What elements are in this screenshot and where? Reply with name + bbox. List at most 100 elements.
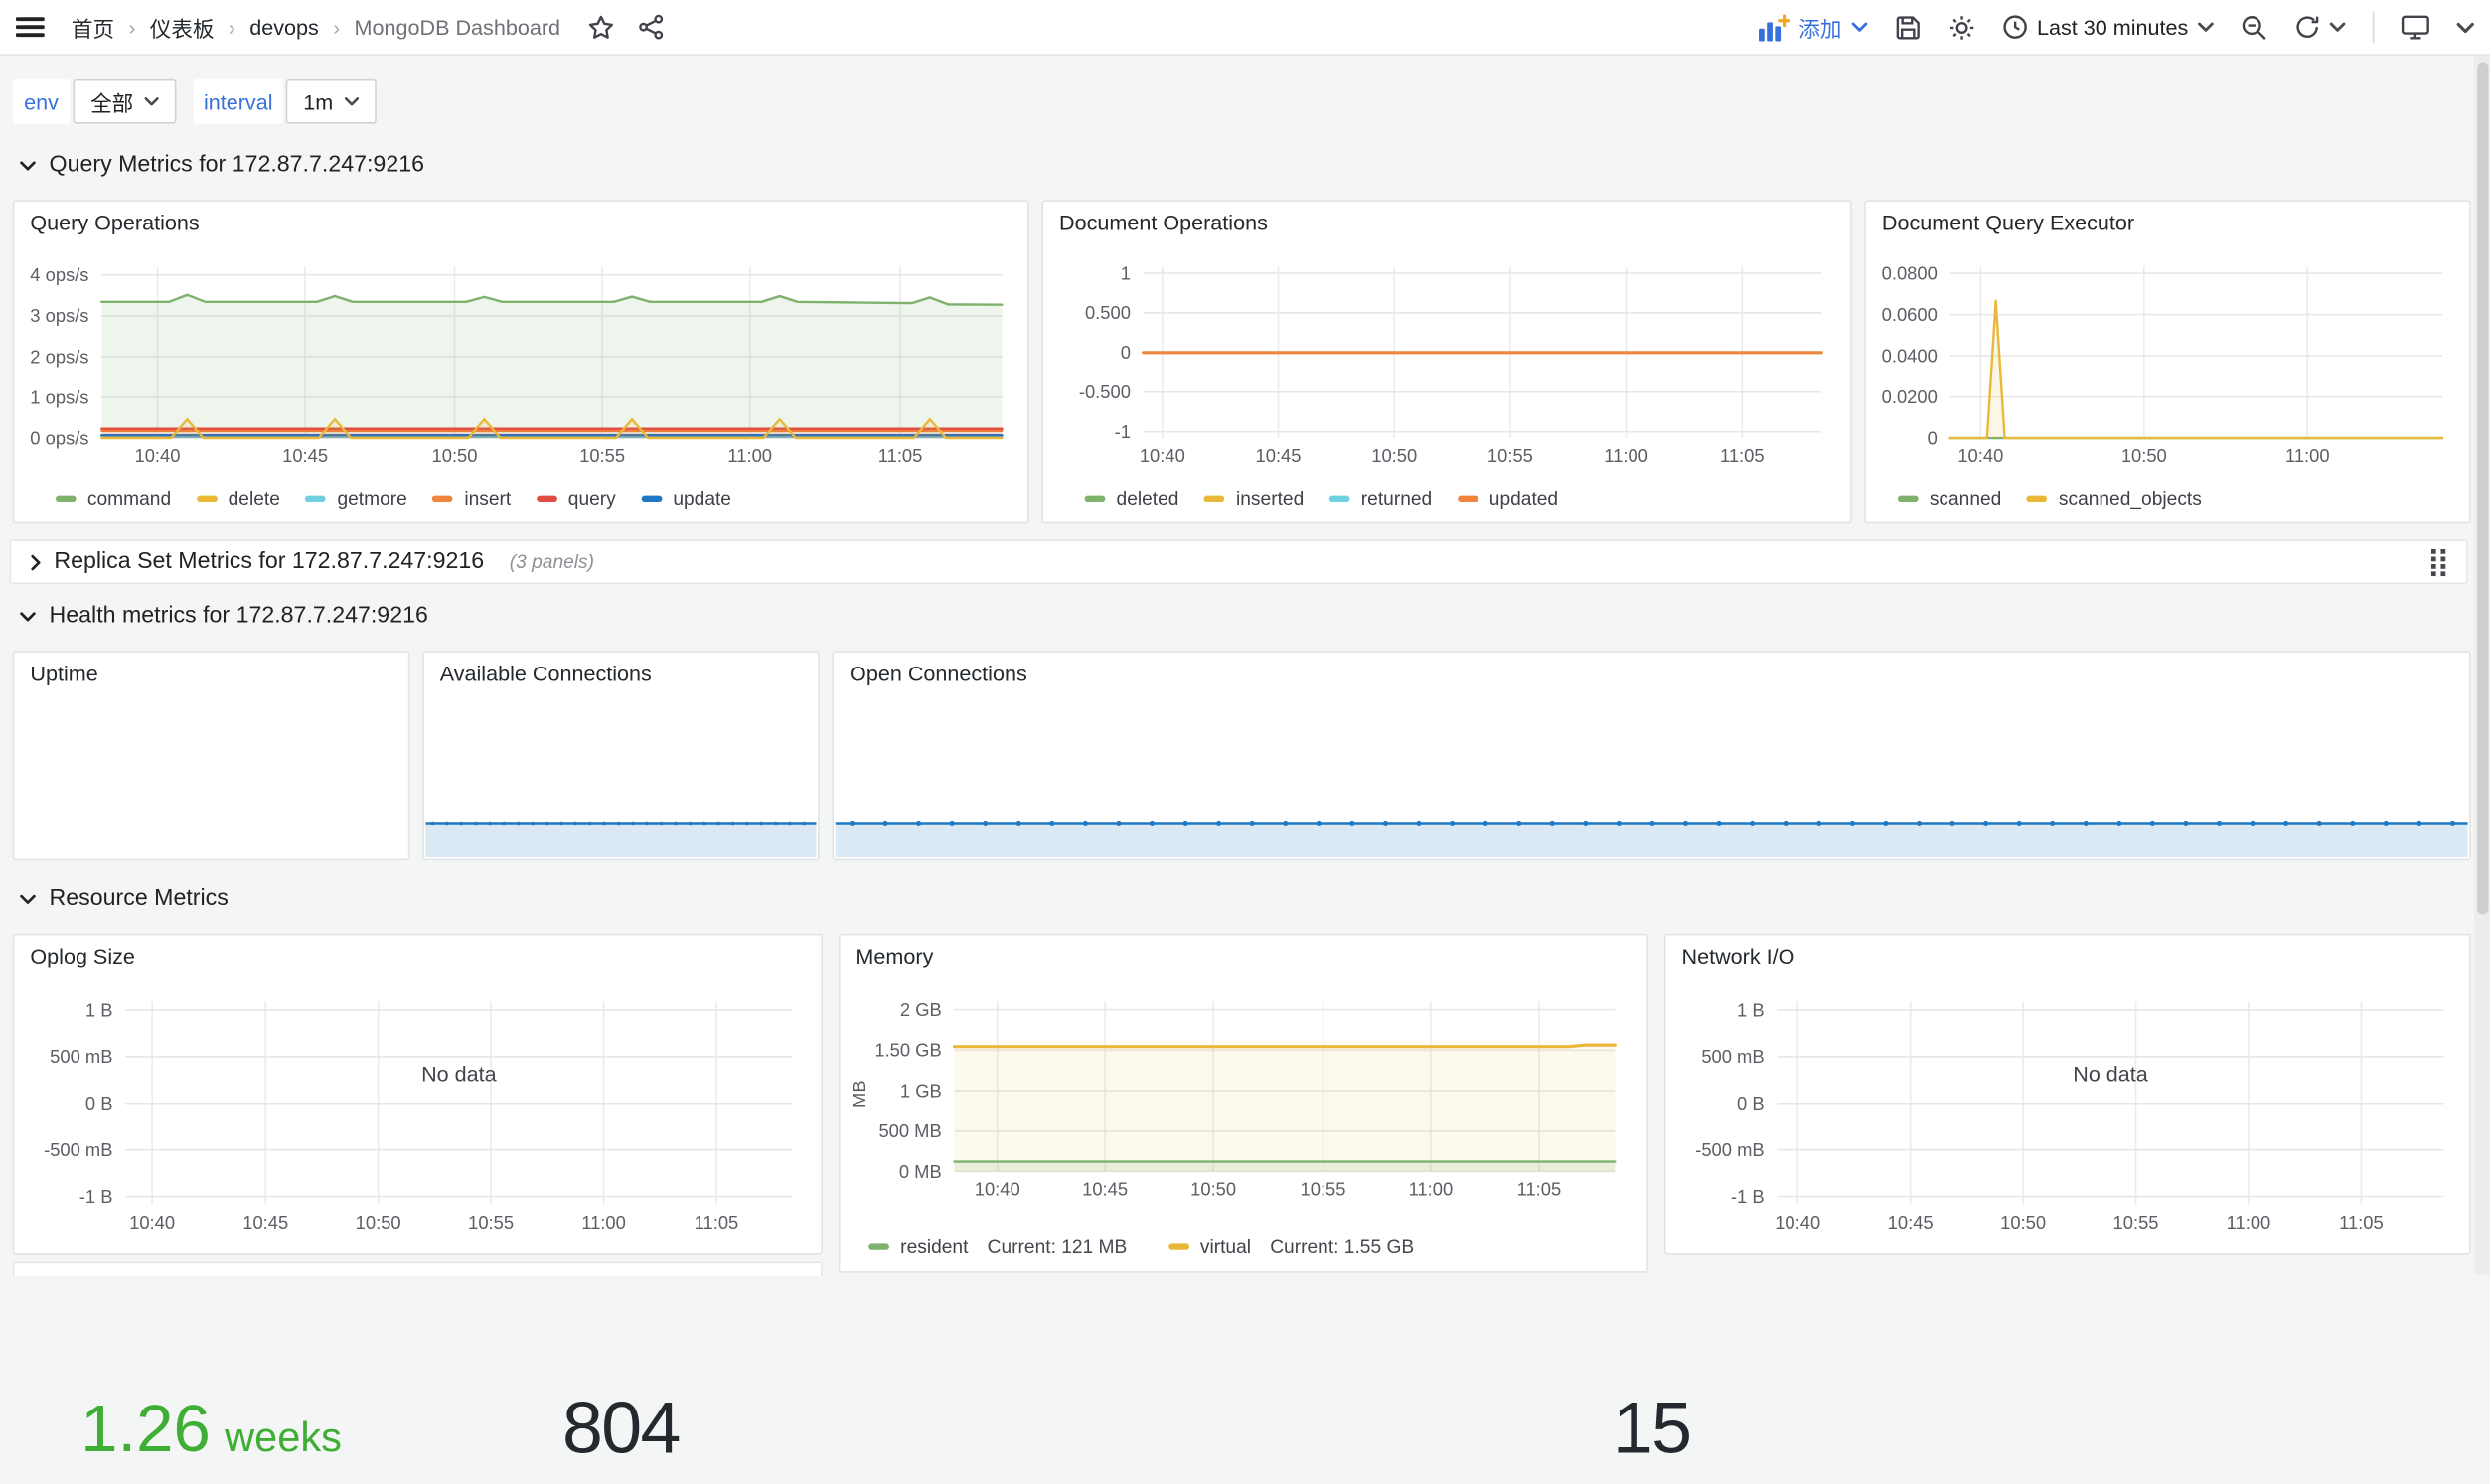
variable-env-select[interactable]: 全部 [73,78,177,124]
panel-title[interactable]: Document Operations [1059,211,1268,235]
svg-text:11:00: 11:00 [2227,1212,2271,1233]
panel-query-operations: Query Operations 10:40 10:45 10:50 10:55 11:… [12,200,1029,524]
panel-uptime: Uptime 1.26 weeks [12,651,410,1465]
share-icon[interactable] [638,14,664,40]
svg-text:10:50: 10:50 [1371,445,1417,466]
legend-item-inserted[interactable]: inserted [1204,488,1304,510]
legend-label: deleted [1116,487,1179,511]
row-header-replica-set[interactable]: Replica Set Metrics for 172.87.7.247:921… [9,539,2468,585]
panel-title[interactable]: Oplog Size [30,944,135,968]
panel-oplog-size: Oplog Size 10:40 10:45 10:50 10:55 11:00 11:0… [12,933,823,1255]
variable-interval-label[interactable]: interval [193,78,283,124]
panel-title[interactable]: Available Connections [439,662,652,686]
star-icon[interactable] [587,14,614,40]
panel-available-connections: Available Connections 804 [422,651,820,1468]
legend-item-getmore[interactable]: getmore [305,488,407,510]
svg-text:10:40: 10:40 [129,1212,175,1233]
legend-current-value: Current: 1.55 GB [1270,1235,1415,1258]
svg-text:10:55: 10:55 [2113,1212,2159,1233]
document-operations-chart[interactable]: 10:40 10:45 10:50 10:55 11:00 11:05 1 0.500 0 -0.… [1056,259,1841,482]
hamburger-menu-icon[interactable] [15,16,45,38]
svg-text:10:45: 10:45 [242,1212,288,1233]
legend-current-value: Current: 121 MB [987,1235,1128,1258]
svg-text:-500 mB: -500 mB [44,1139,112,1160]
panel-title[interactable]: Document Query Executor [1881,211,2135,235]
panel-title[interactable]: Network I/O [1681,944,1795,968]
legend-item-returned[interactable]: returned [1328,488,1432,510]
legend-label: insert [464,487,512,511]
tv-mode-icon[interactable] [2401,14,2429,40]
navbar-collapse-caret[interactable] [2456,22,2474,33]
legend-item-virtual[interactable]: virtual Current: 1.55 GB [1167,1235,1415,1258]
legend-item-update[interactable]: update [641,488,731,510]
open-connections-value: 15 [1612,1386,1692,1469]
chart-legend: resident Current: 121 MB virtual Current: 1… [868,1235,1415,1258]
legend-item-query[interactable]: query [536,487,616,511]
legend-item-scanned[interactable]: scanned [1897,487,2002,511]
legend-swatch [641,495,663,503]
breadcrumb: 首页 › 仪表板 › devops › MongoDB Dashboard [0,11,664,43]
zoom-out-icon[interactable] [2241,14,2267,41]
panel-title[interactable]: Query Operations [30,211,200,235]
variable-env-value: 全部 [90,91,134,116]
memory-chart[interactable]: 10:40 10:45 10:50 10:55 11:00 11:05 2 GB 1.50 G… [853,992,1637,1215]
breadcrumb-folder[interactable]: devops [249,15,319,40]
legend-swatch [1457,495,1478,503]
document-query-executor-chart[interactable]: 10:40 10:50 11:00 0.0800 0.0600 0.0400 0.0200 0 [1879,259,2460,482]
drag-handle-icon[interactable] [2430,548,2447,576]
panel-document-operations: Document Operations 10:40 10:45 10:50 10:55… [1041,200,1852,524]
svg-text:10:40: 10:40 [134,445,180,466]
svg-text:10:50: 10:50 [356,1212,401,1233]
panel-open-connections: Open Connections 15 [832,651,2471,1468]
open-connections-sparkline[interactable] [835,820,2468,858]
legend-item-deleted[interactable]: deleted [1084,487,1179,511]
svg-text:0.0400: 0.0400 [1882,346,1938,367]
panel-title[interactable]: Uptime [30,662,98,686]
svg-text:11:00: 11:00 [2285,445,2330,466]
breadcrumb-dashboards[interactable]: 仪表板 [149,17,215,42]
legend-label: inserted [1236,487,1305,511]
svg-text:11:00: 11:00 [1409,1178,1454,1199]
row-header-resource-metrics[interactable]: Resource Metrics [19,883,229,915]
svg-text:500 mB: 500 mB [50,1046,112,1067]
time-range-picker[interactable]: Last 30 minutes [2002,14,2214,40]
oplog-size-chart[interactable]: 10:40 10:45 10:50 10:55 11:00 11:05 1 B 500 mB 0… [27,992,812,1247]
chevron-down-icon [19,160,37,171]
legend-label: query [567,487,616,511]
breadcrumb-home[interactable]: 首页 [71,17,115,42]
legend-item-scanned_objects[interactable]: scanned_objects [2026,488,2202,510]
add-label: 添加 [1798,17,1842,42]
svg-text:10:55: 10:55 [1487,445,1533,466]
chevron-down-icon [144,96,159,106]
svg-text:0.0600: 0.0600 [1882,304,1938,325]
legend-item-command[interactable]: command [55,488,171,510]
scrollbar-thumb[interactable] [2476,62,2488,915]
dashboard-settings-gear-icon[interactable] [1948,14,1975,41]
row-title: Query Metrics for 172.87.7.247:9216 [49,152,424,178]
variable-interval-select[interactable]: 1m [285,78,377,124]
svg-text:11:00: 11:00 [581,1212,626,1233]
refresh-interval-caret[interactable] [2329,22,2346,32]
breadcrumb-separator: › [228,15,235,40]
legend-item-resident[interactable]: resident Current: 121 MB [868,1235,1128,1258]
legend-item-delete[interactable]: delete [196,488,280,510]
query-operations-chart[interactable]: 10:40 10:45 10:50 10:55 11:00 11:05 4 ops/s 3 o… [27,259,1017,482]
available-connections-sparkline[interactable] [425,820,817,858]
legend-item-updated[interactable]: updated [1457,488,1558,510]
variable-env-label[interactable]: env [12,78,71,124]
panel-title[interactable]: Memory [856,944,934,968]
add-panel-button[interactable]: 添加 [1758,11,1867,43]
svg-text:0 B: 0 B [1737,1093,1765,1113]
svg-text:0: 0 [1928,427,1938,448]
refresh-button[interactable] [2294,14,2346,40]
svg-text:11:00: 11:00 [727,445,772,466]
save-dashboard-icon[interactable] [1894,14,1921,41]
row-header-query-metrics[interactable]: Query Metrics for 172.87.7.247:9216 [19,149,424,181]
row-header-health-metrics[interactable]: Health metrics for 172.87.7.247:9216 [19,600,428,632]
legend-item-insert[interactable]: insert [432,488,511,510]
legend-label: scanned [1929,487,2002,511]
network-io-chart[interactable]: 10:40 10:45 10:50 10:55 11:00 11:05 1 B 500 mB 0… [1678,992,2463,1247]
chevron-down-icon [19,893,37,904]
svg-text:10:40: 10:40 [975,1178,1020,1199]
panel-title[interactable]: Open Connections [850,662,1027,686]
